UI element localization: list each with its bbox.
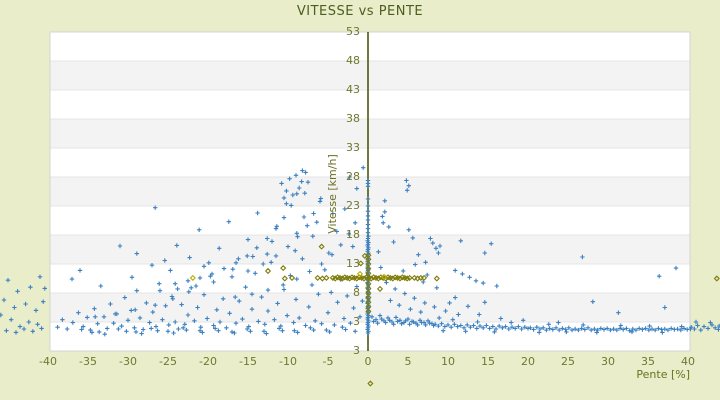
x-tick-label: -35 xyxy=(79,355,97,368)
y-tick-label: 13 xyxy=(346,257,360,270)
plot-band xyxy=(50,32,690,61)
plot-band xyxy=(50,148,690,177)
x-tick-label: -40 xyxy=(39,355,57,368)
y-tick-label: 23 xyxy=(346,199,360,212)
x-tick-label: -10 xyxy=(279,355,297,368)
x-tick-label: 5 xyxy=(404,355,412,368)
x-tick-label: 30 xyxy=(601,355,615,368)
x-tick-label: 35 xyxy=(641,355,655,368)
y-tick-label: 3 xyxy=(353,344,360,357)
series-vitesse-seconde-serie xyxy=(264,243,720,387)
plot-band xyxy=(50,90,690,119)
x-tick-label: 15 xyxy=(481,355,495,368)
x-tick-label: -20 xyxy=(199,355,217,368)
y-tick-label: 43 xyxy=(346,83,360,96)
plot-border xyxy=(49,31,691,352)
x-tick-label: -30 xyxy=(119,355,137,368)
series-vitesse-seconde-serie-claire xyxy=(189,270,388,281)
x-axis-label: Pente [%] xyxy=(636,368,690,381)
plot-band xyxy=(50,119,690,148)
plot-band xyxy=(50,177,690,206)
x-tick-label: -25 xyxy=(159,355,177,368)
x-tick-label: 0 xyxy=(364,355,372,368)
chart-title: VITESSE vs PENTE xyxy=(296,4,424,19)
x-tick-label: -15 xyxy=(239,355,257,368)
x-tick-label: -5 xyxy=(322,355,334,368)
y-tick-label: 33 xyxy=(346,141,360,154)
y-tick-label: 53 xyxy=(346,25,360,38)
series-vitesse-mesuree xyxy=(0,165,720,337)
x-tick-label: 10 xyxy=(441,355,455,368)
y-tick-label: 28 xyxy=(346,170,360,183)
x-tick-label: 25 xyxy=(561,355,575,368)
y-tick-label: 38 xyxy=(346,112,360,125)
x-tick-label: 40 xyxy=(681,355,695,368)
plot-band xyxy=(50,61,690,90)
plot-band xyxy=(50,206,690,235)
y-tick-label: 18 xyxy=(346,228,360,241)
y-tick-label: 3 xyxy=(353,315,360,328)
y-tick-label: 48 xyxy=(346,54,360,67)
x-tick-label: 20 xyxy=(521,355,535,368)
y-tick-label: 8 xyxy=(353,286,360,299)
